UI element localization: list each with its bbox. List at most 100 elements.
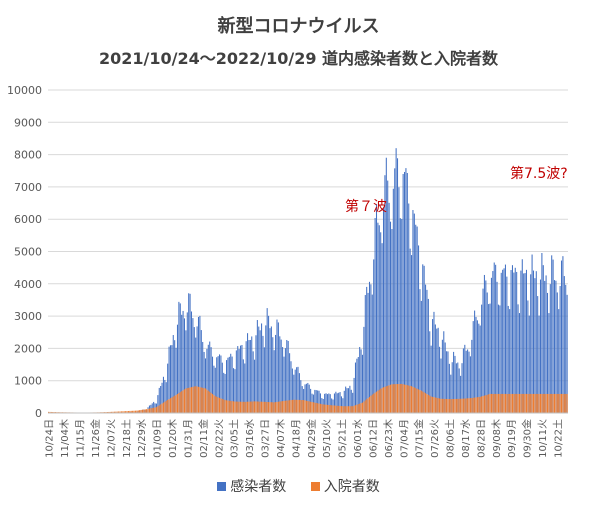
bar-infections [200, 330, 202, 413]
annotation-wave-7: 第７波 [345, 198, 387, 215]
bar-hospitalized [544, 393, 546, 413]
bar-infections [223, 372, 225, 413]
bar-hospitalized [528, 393, 530, 413]
bar-hospitalized [401, 383, 403, 413]
bar-infections [398, 187, 400, 413]
bar-infections [387, 180, 389, 413]
bar-hospitalized [160, 404, 162, 413]
bar-hospitalized [542, 393, 544, 413]
bar-hospitalized [168, 399, 170, 413]
bar-hospitalized [507, 393, 509, 413]
bar-infections [443, 331, 445, 413]
bar-infections [560, 260, 563, 413]
bar-hospitalized [464, 398, 466, 413]
bar-hospitalized [497, 393, 499, 413]
bar-infections [294, 369, 296, 413]
bar-hospitalized [385, 386, 387, 413]
bar-hospitalized [349, 406, 351, 413]
bar-infections [534, 278, 536, 413]
bar-hospitalized [308, 401, 310, 413]
bar-hospitalized [440, 398, 442, 413]
bar-infections [160, 386, 162, 413]
bar-infections [523, 273, 525, 413]
bar-infections [269, 328, 271, 413]
bar-infections [307, 382, 309, 413]
bar-hospitalized [297, 399, 299, 413]
y-tick-label: 3000 [14, 310, 42, 323]
bar-infections [168, 346, 170, 413]
bar-infections [422, 264, 424, 413]
bar-hospitalized [562, 393, 564, 413]
bar-infections [235, 350, 237, 413]
bar-hospitalized [207, 390, 209, 413]
bar-infections [279, 336, 281, 413]
bar-infections [490, 277, 492, 413]
bar-hospitalized [338, 405, 340, 413]
bar-hospitalized [565, 393, 567, 413]
bar-infections [495, 264, 497, 413]
bar-infections [563, 276, 565, 413]
bar-infections [455, 363, 457, 413]
bar-infections [394, 168, 396, 413]
bar-hospitalized [413, 387, 415, 413]
bar-infections [457, 362, 459, 413]
bar-infections [325, 393, 327, 413]
bar-infections [530, 274, 532, 413]
bar-hospitalized [183, 389, 186, 413]
bar-hospitalized [196, 386, 198, 413]
bar-infections [248, 340, 250, 413]
bar-hospitalized [437, 398, 439, 413]
bar-hospitalized [553, 393, 556, 413]
bar-infections [251, 336, 253, 413]
bar-infections [240, 345, 242, 413]
bar-hospitalized [408, 385, 410, 413]
bar-infections [280, 339, 282, 413]
bar-infections [171, 345, 173, 413]
bar-infections [384, 175, 386, 413]
bar-hospitalized [387, 385, 389, 413]
bar-infections [439, 346, 441, 413]
bar-infections [388, 202, 390, 413]
bar-infections [516, 271, 518, 413]
bar-hospitalized [186, 388, 188, 413]
bar-infections [195, 337, 197, 413]
bar-infections [189, 293, 191, 413]
bar-hospitalized [439, 398, 441, 413]
bar-infections [291, 368, 293, 413]
bar-infections [162, 376, 164, 413]
bar-infections [301, 386, 303, 413]
bar-infections [541, 253, 543, 413]
bar-hospitalized [429, 395, 431, 413]
x-tick-label: 11/15月 [75, 419, 87, 458]
x-tick-label: 12/29水 [136, 419, 148, 458]
x-tick-label: 04/18月 [290, 419, 302, 458]
bar-hospitalized [161, 403, 163, 413]
bar-hospitalized [48, 411, 50, 413]
bar-hospitalized [465, 398, 467, 413]
bar-hospitalized [441, 398, 443, 413]
bar-infections [558, 309, 560, 413]
bar-infections [375, 204, 378, 413]
bar-infections [188, 293, 190, 413]
y-tick-label: 10000 [7, 84, 42, 97]
bar-infections [507, 305, 509, 413]
bar-hospitalized [510, 393, 512, 413]
bar-infections [467, 349, 469, 413]
bar-infections [277, 322, 279, 413]
bar-hospitalized [197, 386, 200, 413]
bar-infections [551, 255, 553, 413]
bar-hospitalized [283, 400, 285, 413]
bar-hospitalized [220, 398, 222, 413]
bars [48, 148, 568, 413]
bar-hospitalized [361, 402, 364, 413]
bar-hospitalized [451, 399, 453, 413]
bar-hospitalized [294, 399, 296, 413]
x-tick-label: 11/04木 [59, 419, 71, 458]
bar-infections [314, 389, 316, 413]
bar-infections [401, 219, 403, 413]
bar-hospitalized [279, 401, 281, 413]
bar-hospitalized [346, 406, 348, 413]
bar-hospitalized [115, 411, 117, 413]
bar-hospitalized [434, 397, 436, 413]
bar-infections [360, 349, 362, 413]
